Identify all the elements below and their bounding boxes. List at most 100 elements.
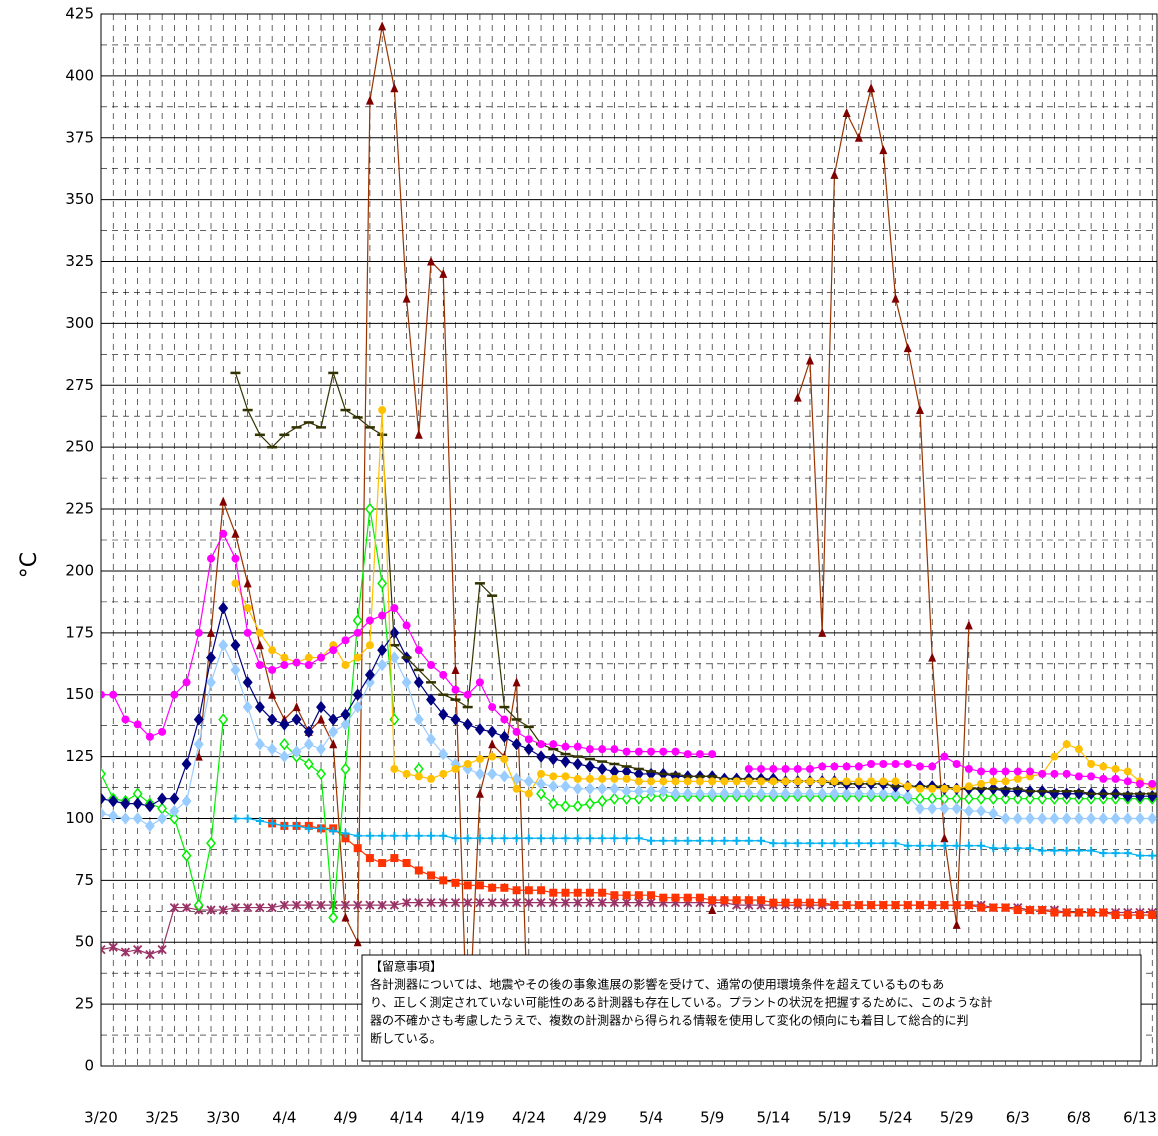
point <box>633 785 644 798</box>
point <box>1001 767 1010 776</box>
point <box>255 640 264 650</box>
point <box>793 392 802 402</box>
point <box>439 670 448 679</box>
point <box>731 787 742 800</box>
point <box>743 787 754 800</box>
point <box>101 807 106 820</box>
point <box>133 945 143 955</box>
point <box>451 878 460 887</box>
point <box>989 767 998 776</box>
point <box>1001 777 1010 786</box>
point <box>708 750 717 759</box>
x-tick-label: 4/29 <box>573 1109 607 1127</box>
point <box>365 95 374 105</box>
point <box>548 897 558 908</box>
point <box>732 836 741 845</box>
point <box>805 777 814 786</box>
point <box>658 785 669 798</box>
point <box>622 891 631 900</box>
point <box>915 762 924 771</box>
point <box>378 831 387 840</box>
point <box>1049 812 1060 825</box>
point <box>365 616 374 625</box>
point <box>890 787 901 800</box>
point <box>169 902 179 913</box>
point <box>671 836 680 845</box>
point <box>1062 908 1071 917</box>
point <box>989 903 998 912</box>
point <box>181 757 192 771</box>
point <box>549 834 558 843</box>
point <box>108 942 118 952</box>
point <box>193 738 204 751</box>
point <box>304 900 314 910</box>
point <box>231 528 240 538</box>
point <box>560 799 571 813</box>
point <box>561 834 570 843</box>
point <box>793 764 802 773</box>
point <box>928 762 937 771</box>
point <box>132 797 143 810</box>
point <box>426 693 436 706</box>
point <box>622 834 631 843</box>
point <box>255 628 264 637</box>
point <box>144 819 155 833</box>
point <box>1087 760 1096 769</box>
point <box>207 627 216 637</box>
point <box>1012 792 1023 805</box>
point <box>1013 774 1022 783</box>
point <box>854 777 863 786</box>
point <box>475 881 484 890</box>
point <box>634 834 643 843</box>
point <box>182 678 191 687</box>
point <box>720 896 729 905</box>
point <box>1050 752 1059 761</box>
point <box>560 755 571 768</box>
point <box>609 782 620 795</box>
point <box>537 886 546 895</box>
point <box>830 901 839 910</box>
point <box>1136 851 1144 860</box>
point <box>317 714 326 724</box>
point <box>757 777 766 786</box>
point <box>1037 812 1048 825</box>
y-tick-label: 375 <box>65 128 94 146</box>
point <box>879 839 888 848</box>
point <box>964 764 973 773</box>
point <box>1074 908 1083 917</box>
point <box>1147 812 1158 825</box>
point <box>781 764 790 773</box>
annotation-line: り、正しく測定されていない可能性のある計測器も存在している。プラントの状況を把握… <box>370 995 992 1010</box>
x-tick-label: 4/4 <box>272 1109 296 1127</box>
point <box>1050 908 1059 917</box>
point <box>671 777 680 786</box>
point <box>842 762 851 771</box>
point <box>903 841 912 850</box>
point <box>280 653 289 662</box>
point <box>1122 812 1133 825</box>
annotation-line: 断している。 <box>370 1031 442 1046</box>
point <box>560 897 571 908</box>
point <box>353 831 362 840</box>
point <box>659 893 668 902</box>
x-tick-label: 3/20 <box>84 1109 118 1127</box>
point <box>207 554 216 563</box>
point <box>915 405 924 415</box>
point <box>1123 849 1132 858</box>
point <box>267 742 278 756</box>
point <box>549 888 558 897</box>
point <box>561 772 570 781</box>
y-tick-label: 25 <box>75 995 94 1013</box>
point <box>707 787 718 800</box>
point <box>879 760 888 769</box>
point <box>830 777 839 786</box>
point <box>879 145 888 155</box>
point <box>634 777 643 786</box>
point <box>818 777 827 786</box>
y-tick-label: 325 <box>65 252 94 270</box>
point <box>1061 812 1072 825</box>
point <box>1074 745 1083 754</box>
point <box>488 752 497 761</box>
point <box>427 256 436 266</box>
point <box>414 897 424 908</box>
